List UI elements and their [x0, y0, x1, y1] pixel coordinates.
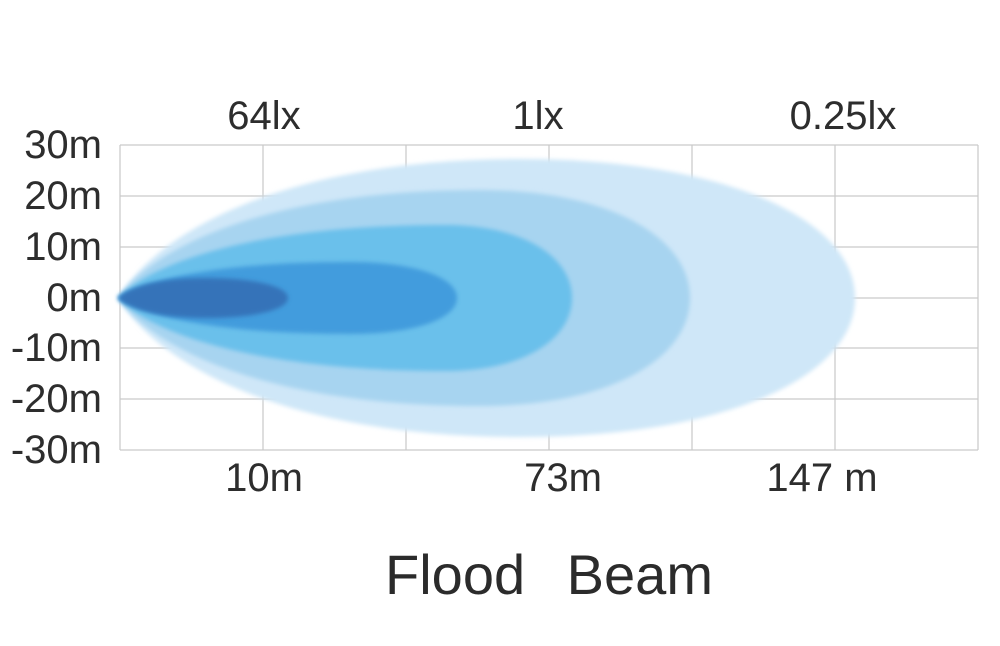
beam-zones: [118, 159, 855, 437]
y-tick-label: 0m: [46, 276, 102, 320]
lux-tick-label: 1lx: [512, 94, 564, 138]
y-tick-label: 10m: [24, 225, 102, 269]
distance-tick-label: 147 m: [766, 456, 878, 500]
lux-tick-label: 64lx: [227, 94, 301, 138]
distance-tick-label: 10m: [225, 456, 303, 500]
y-tick-label: 30m: [24, 123, 102, 167]
lux-tick-label: 0.25lx: [789, 94, 897, 138]
chart-title: Flood Beam: [385, 543, 713, 606]
y-tick-label: -20m: [10, 377, 102, 421]
beam-zone-64lx-core: [118, 278, 288, 318]
y-tick-label: -10m: [10, 326, 102, 370]
distance-tick-label: 73m: [524, 456, 602, 500]
y-tick-label: 20m: [24, 174, 102, 218]
y-tick-label: -30m: [10, 428, 102, 472]
